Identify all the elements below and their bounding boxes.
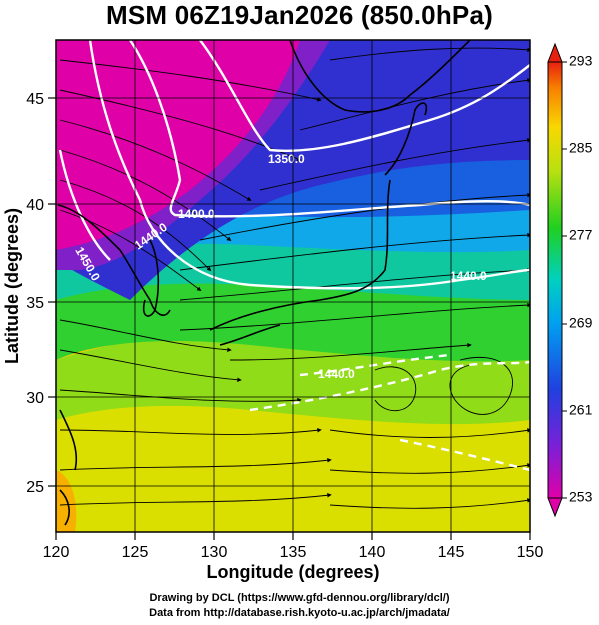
colorbar-tick-label: 277 bbox=[569, 227, 593, 243]
y-tick-label: 45 bbox=[26, 91, 44, 108]
x-tick-label: 120 bbox=[43, 544, 70, 561]
contour-label: 1400.0 bbox=[178, 207, 215, 221]
colorbar-tick-label: 253 bbox=[569, 489, 593, 505]
x-tick-label: 130 bbox=[201, 544, 228, 561]
x-tick-label: 145 bbox=[438, 544, 465, 561]
height-contours bbox=[58, 40, 530, 472]
colorbar-min-arrow bbox=[547, 497, 563, 518]
lat-lon-grid bbox=[56, 40, 530, 532]
y-tick-label: 30 bbox=[26, 390, 44, 407]
contour-label: 1350.0 bbox=[268, 152, 305, 166]
x-tick-label: 125 bbox=[122, 544, 149, 561]
x-tick-label: 150 bbox=[517, 544, 544, 561]
tick-marks bbox=[48, 97, 531, 540]
map-title: MSM 06Z19Jan2026 (850.0hPa) bbox=[106, 0, 493, 30]
x-tick-labels: 120 125 130 135 140 145 150 bbox=[43, 544, 544, 561]
y-tick-label: 25 bbox=[26, 479, 44, 496]
x-tick-label: 140 bbox=[359, 544, 386, 561]
colorbar-tick-label: 293 bbox=[569, 53, 593, 69]
coastlines bbox=[57, 40, 471, 526]
y-axis-label: Latitude (degrees) bbox=[2, 208, 22, 364]
colorbar: 293 285 277 269 261 253 bbox=[547, 42, 593, 518]
y-tick-label: 40 bbox=[26, 197, 44, 214]
contour-label: 1440.0 bbox=[450, 269, 487, 283]
x-tick-label: 135 bbox=[280, 544, 307, 561]
y-tick-label: 35 bbox=[26, 295, 44, 312]
contour-label: 1440.0 bbox=[318, 367, 355, 381]
x-axis-label: Longitude (degrees) bbox=[206, 562, 379, 582]
wind-streamlines bbox=[59, 47, 530, 509]
credit-data-source: Data from http://database.rish.kyoto-u.a… bbox=[149, 607, 450, 619]
colorbar-tick-label: 261 bbox=[569, 402, 593, 418]
credit-drawing: Drawing by DCL (https://www.gfd-dennou.o… bbox=[149, 592, 450, 604]
colorbar-tick-label: 269 bbox=[569, 315, 593, 331]
y-tick-labels: 25 30 35 40 45 bbox=[26, 91, 44, 496]
colorbar-tick-label: 285 bbox=[569, 140, 593, 156]
colorbar-max-arrow bbox=[547, 42, 563, 63]
